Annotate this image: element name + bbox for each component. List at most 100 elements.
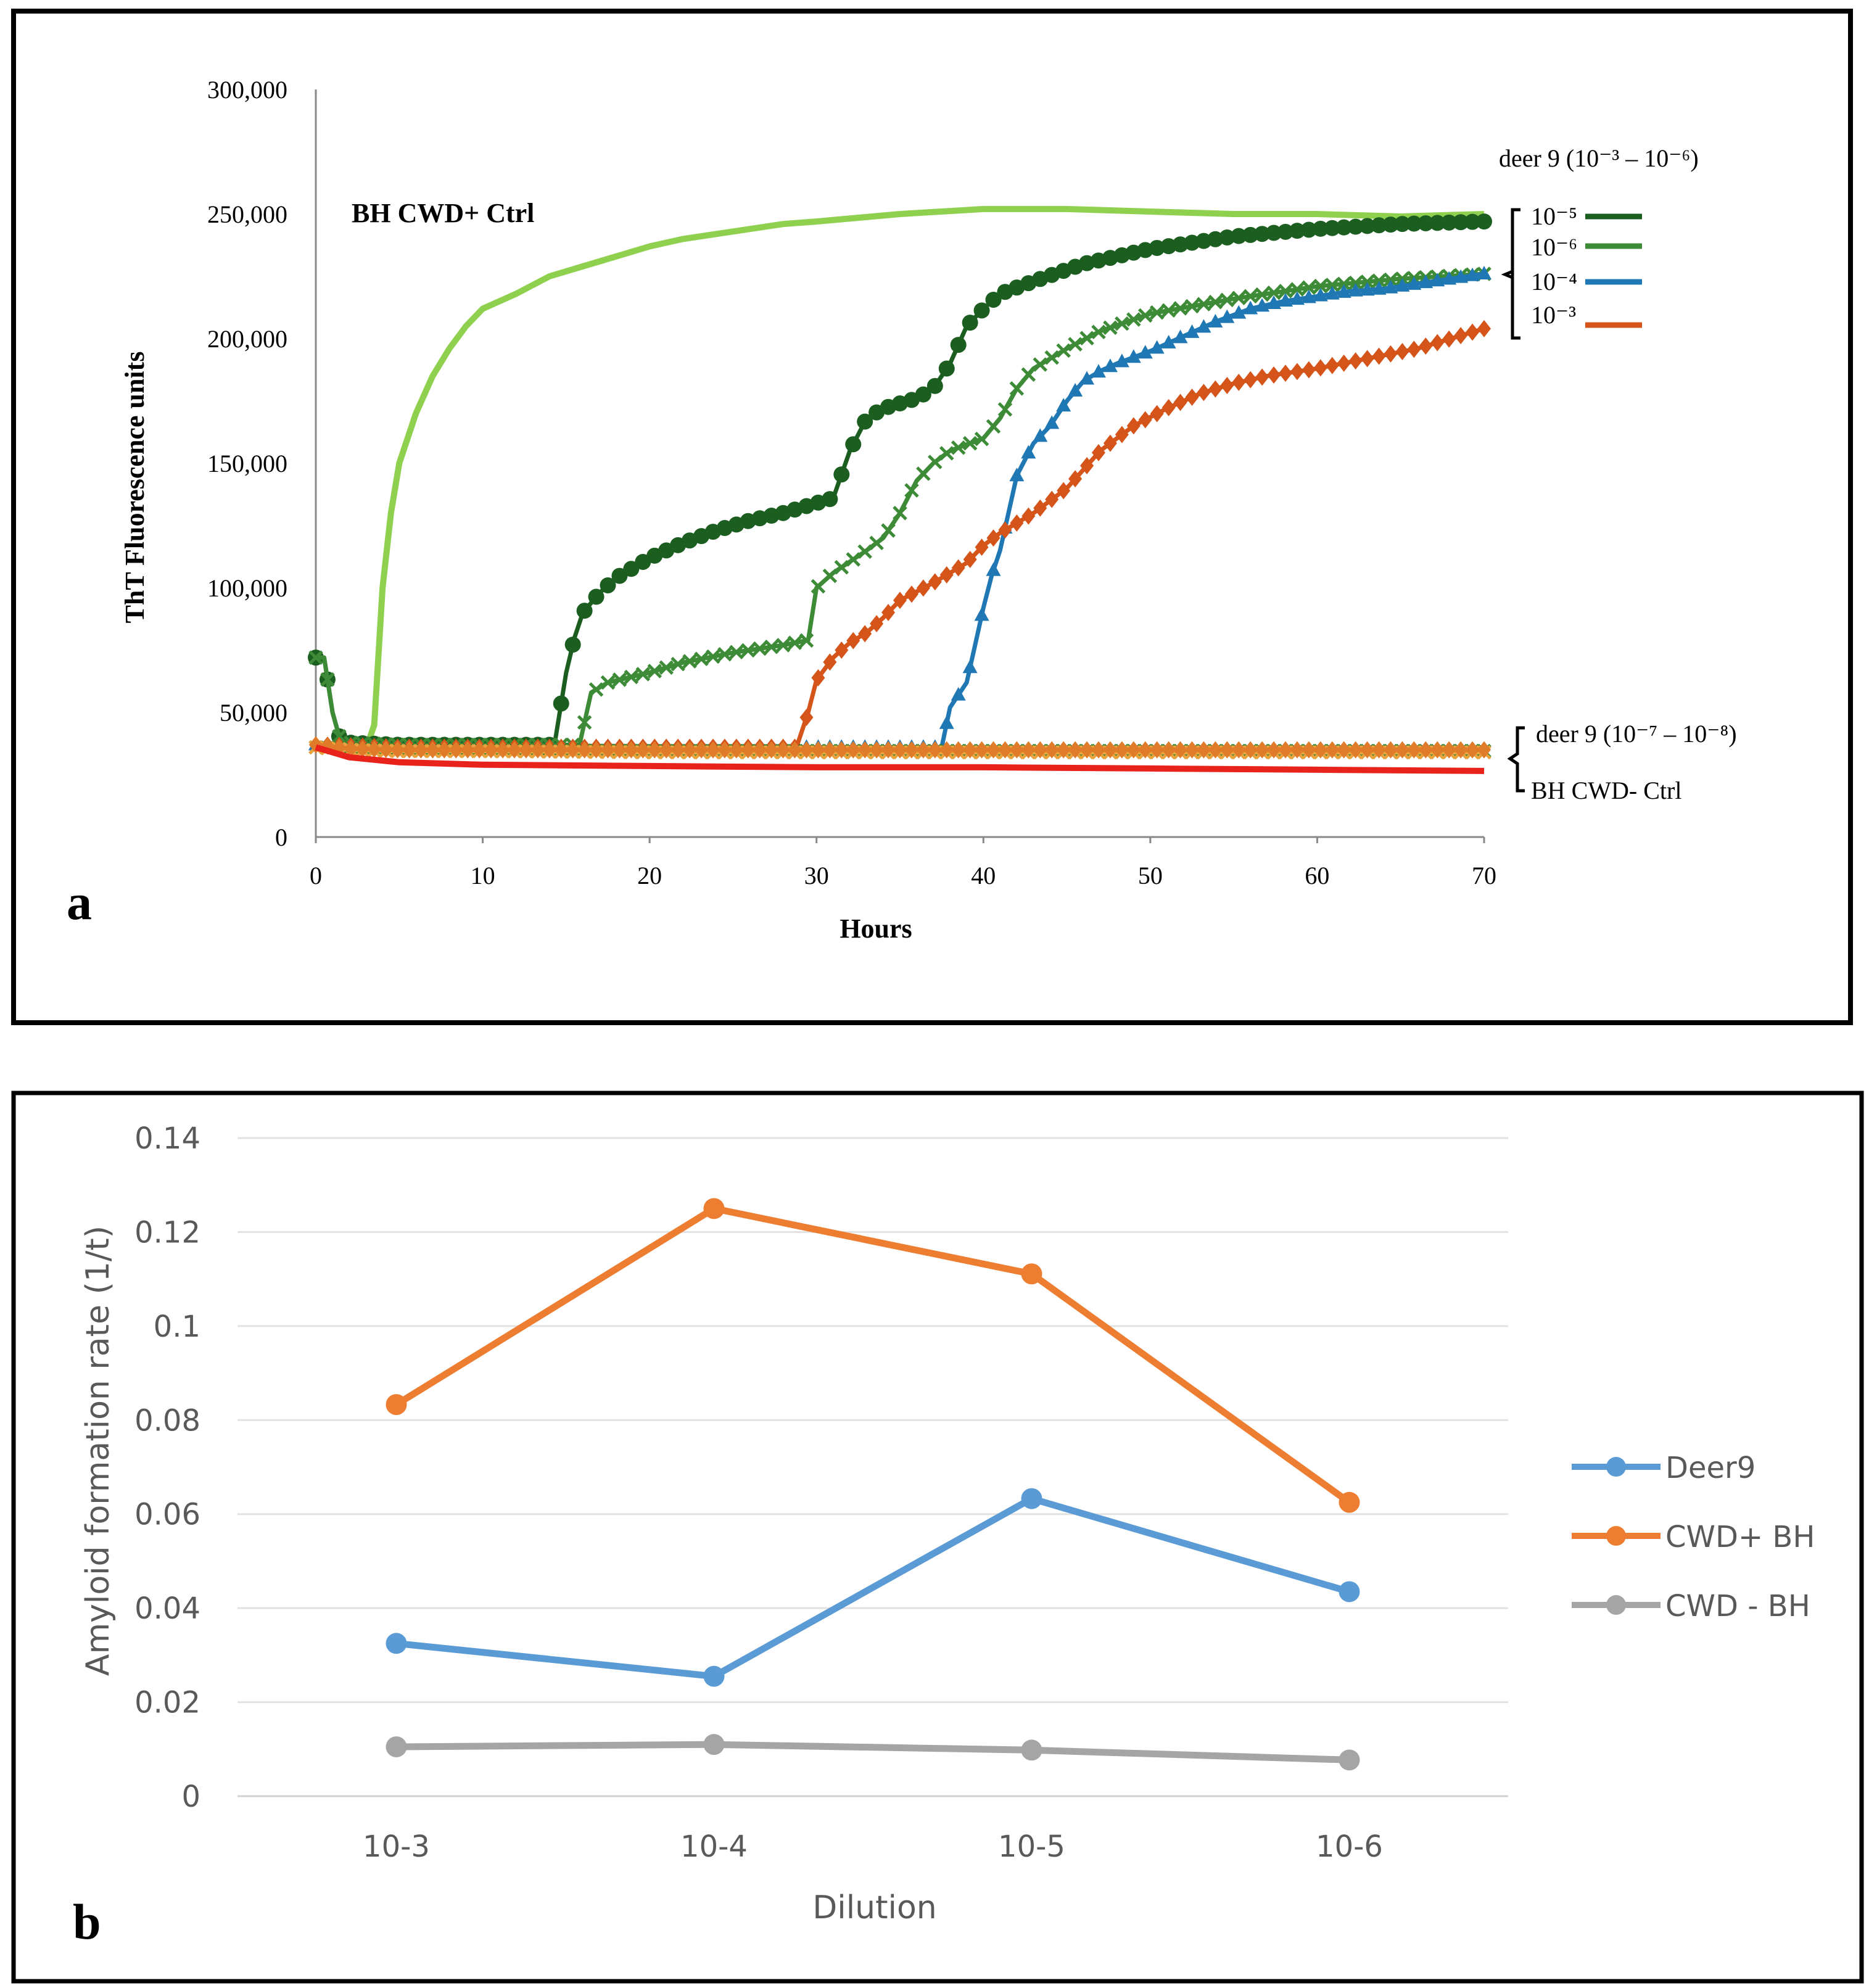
series-marker-10 <box>1044 415 1060 429</box>
series-marker-orange-baseline <box>530 741 545 759</box>
series-marker-orange-baseline <box>811 741 825 759</box>
series-marker-10 <box>577 715 592 730</box>
series-marker-10 <box>916 579 930 597</box>
series-marker-10 <box>1290 282 1305 297</box>
series-marker-10 <box>612 672 627 687</box>
series-marker-orange-baseline <box>776 741 790 759</box>
series-marker-orange-baseline <box>1150 741 1164 759</box>
series-marker-10 <box>1021 507 1036 525</box>
series-marker-10 <box>775 638 791 653</box>
series-marker-10 <box>1033 357 1048 372</box>
series-marker-10 <box>997 402 1013 417</box>
series-marker-orange-baseline <box>589 741 603 759</box>
series-marker-10 <box>1033 499 1047 517</box>
data-point-cwd-bh <box>386 1736 407 1757</box>
series-marker-10 <box>1359 274 1375 289</box>
chart-a-legend: deer 9 (10⁻³ – 10⁻⁶) 10⁻⁵ 10⁻⁶ 10⁻⁴ 10⁻³… <box>1499 144 1737 804</box>
series-marker-10 <box>1208 313 1223 328</box>
series-marker-10 <box>1161 334 1176 349</box>
series-marker-orange-baseline <box>729 741 743 759</box>
series-marker-10 <box>1126 417 1141 435</box>
series-marker-10 <box>1477 320 1491 337</box>
series-marker-orange-baseline <box>788 741 802 759</box>
series-marker-10 <box>600 577 616 593</box>
series-marker-10 <box>1313 278 1328 294</box>
series-marker-orange-baseline <box>881 741 896 759</box>
y-tick-label: 150,000 <box>207 450 287 477</box>
series-marker-10 <box>1453 214 1469 231</box>
series-marker-10 <box>916 466 931 481</box>
series-marker-10 <box>1184 299 1200 314</box>
series-marker-10 <box>1173 394 1187 411</box>
series-marker-10 <box>1208 294 1223 310</box>
series-marker-orange-baseline <box>998 741 1012 759</box>
series-marker-10 <box>1290 363 1304 381</box>
series-marker-10 <box>1477 265 1491 279</box>
series-marker-10 <box>1277 223 1294 240</box>
series-marker-10 <box>881 603 896 621</box>
series-marker-10 <box>1371 217 1387 234</box>
series-marker-orange-baseline <box>1395 741 1409 759</box>
x-tick-label: 70 <box>1472 862 1496 889</box>
series-marker-10 <box>1161 398 1176 416</box>
series-marker-10 <box>962 435 978 451</box>
series-marker-orange-baseline <box>472 741 487 759</box>
series-marker-10 <box>1091 324 1106 340</box>
series-marker-10 <box>1010 514 1024 532</box>
series-marker-orange-baseline <box>1360 741 1374 759</box>
series-marker-orange-baseline <box>963 741 977 759</box>
legend-marker-cwd-plus <box>1606 1526 1626 1546</box>
series-marker-10 <box>1407 340 1421 358</box>
series-marker-orange-baseline <box>741 741 755 759</box>
series-marker-10 <box>893 506 907 521</box>
series-marker-orange-baseline <box>1138 741 1152 759</box>
series-marker-10 <box>1232 373 1246 391</box>
y-tick-label: 50,000 <box>220 699 287 727</box>
series-marker-10 <box>1325 278 1340 292</box>
series-marker-10 <box>1103 434 1117 452</box>
y-tick-label: 0.04 <box>134 1591 200 1626</box>
series-marker-10 <box>1324 286 1340 300</box>
series-marker-orange-baseline <box>1267 741 1281 759</box>
x-tick-label: 40 <box>971 862 996 889</box>
series-marker-10 <box>1406 276 1422 290</box>
series-marker-10 <box>985 291 1002 308</box>
series-marker-10 <box>811 579 826 594</box>
series-marker-10 <box>1419 337 1433 355</box>
series-marker-10 <box>986 419 1001 434</box>
series-marker-10 <box>857 413 873 430</box>
series-marker-orange-baseline <box>1045 741 1059 759</box>
y-tick-label: 0.12 <box>134 1215 200 1250</box>
series-marker-10 <box>1302 361 1316 379</box>
legend-entry-label: 10⁻³ <box>1531 301 1576 329</box>
series-marker-10 <box>1126 312 1141 327</box>
series-marker-10 <box>1289 223 1305 239</box>
series-marker-10 <box>1196 297 1211 311</box>
series-marker-10 <box>1231 291 1247 305</box>
data-point-deer9 <box>386 1633 407 1654</box>
series-marker-10 <box>822 491 838 508</box>
series-marker-10 <box>1242 226 1259 243</box>
series-marker-orange-baseline <box>1313 741 1327 759</box>
series-marker-10 <box>857 544 872 559</box>
series-marker-10 <box>938 360 955 377</box>
chart-b-legend: Deer9 CWD+ BH CWD - BH <box>1572 1451 1815 1623</box>
series-marker-10 <box>1068 382 1083 397</box>
series-marker-10 <box>834 559 849 575</box>
legend-marker-cwd-minus <box>1606 1595 1626 1615</box>
series-marker-10 <box>986 529 1001 547</box>
series-marker-10 <box>1430 334 1445 352</box>
series-marker-10 <box>706 649 720 664</box>
series-marker-10 <box>1348 352 1363 370</box>
panel-a-frame <box>11 9 1853 1025</box>
series-marker-10 <box>1208 380 1223 398</box>
series-marker-orange-baseline <box>402 741 416 759</box>
series-marker-orange-baseline <box>1348 741 1363 759</box>
series-marker-orange-baseline <box>1115 741 1129 759</box>
panel-letter-b: b <box>73 1894 101 1950</box>
series-marker-10 <box>939 446 954 461</box>
series-marker-10 <box>1429 215 1446 231</box>
series-marker-10 <box>600 675 616 690</box>
series-marker-10 <box>1382 217 1399 233</box>
chart-a-x-axis-label: Hours <box>840 914 912 944</box>
